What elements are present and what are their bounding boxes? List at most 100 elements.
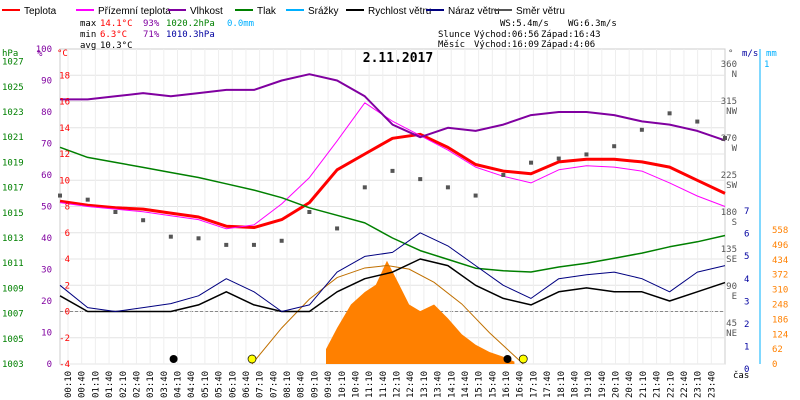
- stats-block: max 14.1°C 93% 1020.2hPa 0.0mm min 6.3°C…: [80, 19, 254, 51]
- x-tick-label: 15:40: [488, 371, 498, 398]
- solar-tick-label: 310: [772, 286, 788, 296]
- x-tick-label: 13:10: [420, 371, 430, 398]
- dir-cardinal-label: W: [732, 144, 738, 154]
- x-tick-label: 15:10: [475, 371, 485, 398]
- wind-direction-point: [251, 242, 256, 247]
- hpa-tick-label: 1023: [2, 108, 24, 118]
- legend-label-naraz-vetru: Náraz větru: [448, 6, 500, 17]
- solar-tick-label: 62: [772, 345, 783, 355]
- pct-tick-label: 30: [41, 266, 52, 276]
- x-tick-label: 09:40: [324, 371, 334, 398]
- solar-tick-label: 124: [772, 330, 788, 340]
- dir-axis-title: °: [728, 49, 733, 59]
- wind-direction-point: [695, 119, 700, 124]
- x-tick-label: 03:10: [146, 371, 156, 398]
- legend-label-srazky: Srážky: [308, 6, 339, 17]
- mm-axis-title: mm: [766, 49, 777, 59]
- x-tick-label: 14:40: [461, 371, 471, 398]
- temp-tick-label: 2: [65, 281, 70, 291]
- hpa-tick-label: 1017: [2, 184, 24, 194]
- wind-direction-point: [473, 193, 478, 198]
- temp-axis-title: °C: [57, 49, 68, 59]
- wind-direction-point: [307, 210, 312, 214]
- solar-tick-label: 434: [772, 256, 788, 266]
- solar-tick-label: 372: [772, 271, 788, 281]
- x-tick-label: 16:40: [516, 371, 526, 398]
- ms-tick-label: 2: [744, 320, 749, 330]
- temp-tick-label: 6: [65, 229, 70, 239]
- hpa-tick-label: 1013: [2, 234, 24, 244]
- pct-tick-label: 80: [41, 108, 52, 118]
- wind-direction-point: [224, 242, 229, 247]
- pct-tick-label: 10: [41, 329, 52, 339]
- solar-tick-label: 0: [772, 360, 777, 370]
- pct-tick-label: 100: [36, 45, 52, 55]
- x-tick-label: 09:10: [310, 371, 320, 398]
- series-line-tlak: [59, 146, 726, 273]
- wind-direction-point: [501, 173, 506, 177]
- wind-speed-info: WS:5.4m/s: [500, 19, 549, 29]
- temp-tick-label: -2: [59, 334, 70, 344]
- x-tick-label: 02:40: [132, 371, 142, 398]
- legend: Teplota Přízemní teplota Vlhkost Tlak Sr…: [2, 6, 565, 17]
- x-tick-label: 06:10: [228, 371, 238, 398]
- sun-rise: Východ:06:56: [474, 30, 539, 40]
- dir-cardinal-label: S: [732, 218, 737, 228]
- dir-cardinal-label: SW: [726, 181, 737, 191]
- ms-tick-label: 7: [744, 207, 749, 217]
- wind-direction-point: [445, 185, 450, 190]
- temp-tick-label: 0: [65, 308, 70, 318]
- sun-moon-markers: [169, 354, 528, 364]
- hpa-tick-label: 1007: [2, 310, 24, 320]
- sun-set: Západ:16:43: [541, 30, 601, 40]
- mm-tick-label: 1: [764, 60, 769, 70]
- temp-tick-label: 12: [59, 150, 70, 160]
- temp-tick-label: 10: [59, 176, 70, 186]
- legend-label-smer-vetru: Směr větru: [516, 6, 565, 17]
- wind-direction-point: [113, 210, 118, 214]
- temp-tick-label: 18: [59, 71, 70, 81]
- moonrise-marker: [503, 355, 512, 363]
- x-tick-label: 10:10: [338, 371, 348, 398]
- temp-tick-label: 4: [65, 255, 70, 265]
- temp-tick-label: 16: [59, 98, 70, 108]
- x-tick-label: 06:40: [242, 371, 252, 398]
- x-tick-label: 18:40: [570, 371, 580, 398]
- wind-direction-point: [723, 136, 727, 140]
- ms-tick-label: 0: [744, 365, 749, 375]
- hpa-tick-label: 1005: [2, 335, 24, 345]
- series-line-teplota: [59, 132, 726, 229]
- series-layer: [58, 73, 727, 313]
- series-line-vlhkost: [60, 73, 726, 142]
- stat-min-label: min: [80, 30, 96, 40]
- wind-direction-point: [85, 197, 90, 202]
- temp-tick-label: 14: [59, 124, 70, 134]
- x-tick-label: 20:40: [625, 371, 635, 398]
- astro-info: WS:5.4m/s WG:6.3m/s Slunce Východ:06:56 …: [438, 19, 617, 50]
- x-tick-label: 22:40: [680, 371, 690, 398]
- stat-max-rain: 0.0mm: [227, 19, 254, 29]
- wind-direction-point: [667, 111, 672, 116]
- wind-direction-point: [335, 226, 340, 231]
- stat-min-hum: 71%: [143, 30, 160, 40]
- x-tick-label: 14:10: [447, 371, 457, 398]
- axes-layer: 00:10 00:40 01:10 01:40 02:10 02:40 03:10 03:40…: [2, 45, 788, 398]
- ms-tick-label: 5: [744, 252, 749, 262]
- x-tick-label: 07:40: [269, 371, 279, 398]
- x-tick-label: 02:10: [119, 371, 129, 398]
- ms-tick-label: 3: [744, 297, 749, 307]
- sun-label: Slunce: [438, 30, 471, 40]
- x-tick-label: 12:10: [393, 371, 403, 398]
- hpa-tick-label: 1003: [2, 360, 24, 370]
- dir-cardinal-label: E: [732, 292, 737, 302]
- hpa-tick-label: 1015: [2, 209, 24, 219]
- stat-max-press: 1020.2hPa: [166, 19, 215, 29]
- solar-radiation-fill: [326, 260, 515, 364]
- chart-title: 2.11.2017: [363, 51, 433, 66]
- hpa-axis-title: hPa: [2, 49, 18, 59]
- temp-tick-label: -4: [59, 360, 70, 370]
- wind-direction-point: [390, 168, 395, 173]
- moonset-marker: [169, 355, 178, 363]
- pct-tick-label: 50: [41, 203, 52, 213]
